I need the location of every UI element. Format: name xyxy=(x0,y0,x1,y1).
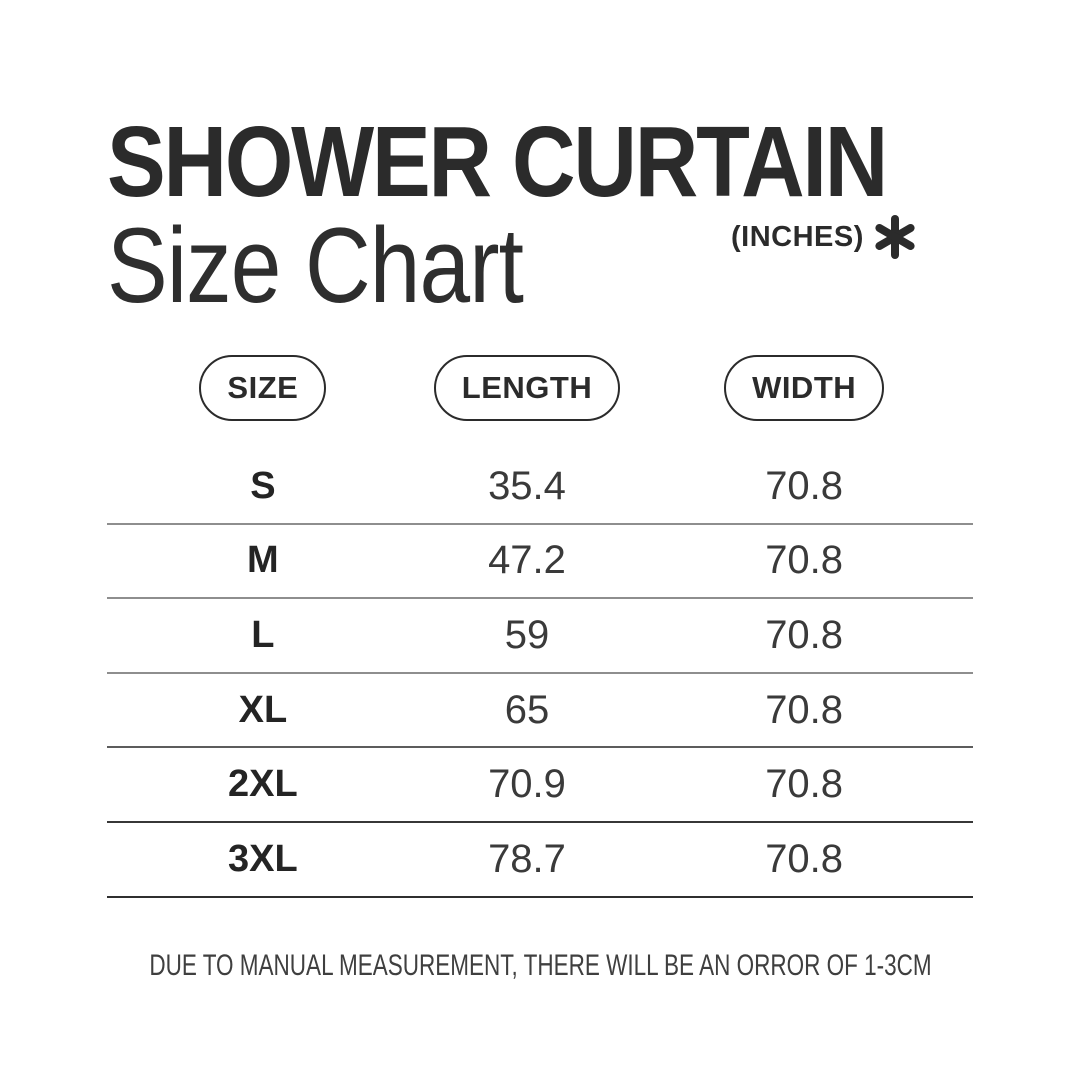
header-cell-length: LENGTH xyxy=(419,352,636,423)
header-cell-width: WIDTH xyxy=(635,352,973,423)
table-row-2xl: 2XL 70.9 70.8 xyxy=(107,748,973,823)
size-cell: M xyxy=(247,539,279,582)
length-cell: 35.4 xyxy=(488,463,566,508)
width-cell: 70.8 xyxy=(765,836,844,881)
page-title: SHOWER CURTAIN xyxy=(107,106,888,218)
table-row-l: L 59 70.8 xyxy=(107,599,973,674)
width-cell: 70.8 xyxy=(765,612,844,657)
column-header-length: LENGTH xyxy=(433,354,621,421)
width-cell: 70.8 xyxy=(765,762,844,807)
table-header-row: SIZE LENGTH WIDTH xyxy=(107,352,973,423)
length-cell: 78.7 xyxy=(488,836,566,881)
measurement-note: DUE TO MANUAL MEASUREMENT, THERE WILL BE… xyxy=(0,948,1080,984)
size-table: S 35.4 70.8 M 47.2 70.8 L 59 70.8 XL 65 … xyxy=(107,450,973,898)
width-cell: 70.8 xyxy=(765,463,844,508)
length-cell: 70.9 xyxy=(488,762,566,807)
table-row-s: S 35.4 70.8 xyxy=(107,450,973,525)
size-cell: 3XL xyxy=(228,837,298,880)
width-cell: 70.8 xyxy=(765,538,844,583)
length-cell: 59 xyxy=(504,612,550,657)
asterisk-icon xyxy=(873,215,916,259)
table-row-xl: XL 65 70.8 xyxy=(107,674,973,749)
unit-indicator: (INCHES) xyxy=(731,215,916,259)
measurement-note-text: DUE TO MANUAL MEASUREMENT, THERE WILL BE… xyxy=(148,949,932,982)
unit-label: (INCHES) xyxy=(731,220,864,253)
length-cell: 47.2 xyxy=(488,538,566,583)
header-cell-size: SIZE xyxy=(107,352,419,423)
size-cell: XL xyxy=(238,688,288,731)
width-cell: 70.8 xyxy=(765,687,844,732)
column-header-width: WIDTH xyxy=(724,354,885,421)
table-row-3xl: 3XL 78.7 70.8 xyxy=(107,823,973,898)
size-cell: 2XL xyxy=(228,763,298,806)
length-cell: 65 xyxy=(504,687,550,732)
column-header-size: SIZE xyxy=(199,354,327,421)
page-subtitle: Size Chart xyxy=(107,205,524,325)
size-cell: S xyxy=(250,464,276,507)
table-row-m: M 47.2 70.8 xyxy=(107,525,973,600)
size-cell: L xyxy=(251,613,275,656)
